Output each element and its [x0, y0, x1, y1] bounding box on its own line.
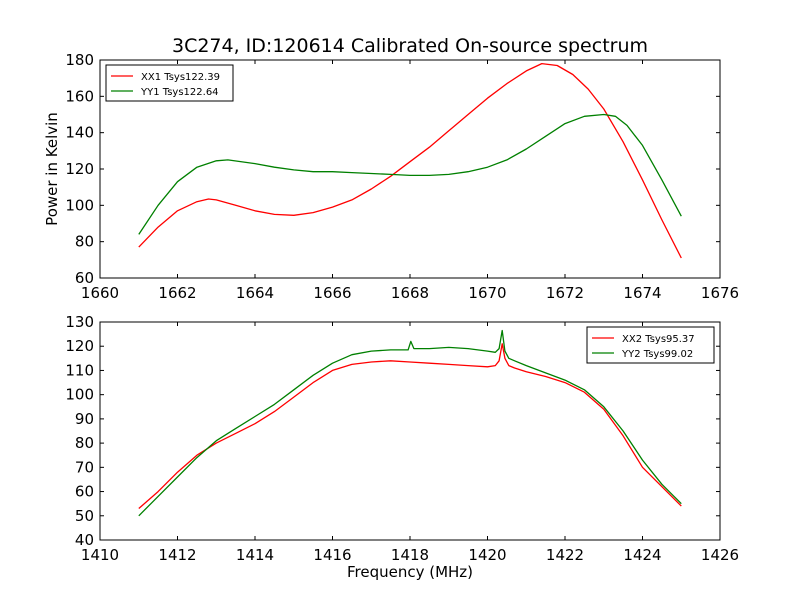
x-tick-label: 1410 [81, 546, 119, 564]
x-tick-label: 1662 [158, 284, 196, 302]
x-tick-label: 1660 [81, 284, 119, 302]
y-tick-label: 120 [65, 160, 94, 178]
y-tick-label: 100 [65, 386, 94, 404]
series-line-yy-1 [138, 113, 682, 235]
legend-label: XX2 Tsys95.37 [622, 334, 695, 345]
y-tick-label: 80 [75, 233, 94, 251]
figure-title: 3C274, ID:120614 Calibrated On-source sp… [172, 35, 648, 57]
x-tick-label: 1666 [313, 284, 351, 302]
x-axis-title: Frequency (MHz) [347, 563, 473, 581]
y-tick-label: 180 [65, 51, 94, 69]
x-tick-label: 1414 [236, 546, 274, 564]
y-tick-label: 70 [75, 458, 94, 476]
x-tick-label: 1664 [236, 284, 274, 302]
y-tick-label: 90 [75, 410, 94, 428]
top-panel: 1660 1662 1664 1666 1668 1670 1672 1674 1676 60 80… [43, 51, 739, 302]
y-tick-label: 50 [75, 507, 94, 525]
y-tick-label: 100 [65, 196, 94, 214]
y-tick-label: 60 [75, 483, 94, 501]
x-tick-label: 1424 [623, 546, 661, 564]
y-tick-label: 80 [75, 434, 94, 452]
x-tick-label: 1420 [468, 546, 506, 564]
x-tick-label: 1426 [701, 546, 739, 564]
y-tick-label: 60 [75, 269, 94, 287]
legend: XX2 Tsys95.37 YY2 Tsys99.02 [586, 326, 715, 364]
y-tick-label: 140 [65, 124, 94, 142]
x-tick-label: 1412 [158, 546, 196, 564]
legend-label: YY1 Tsys122.64 [140, 87, 219, 98]
y-axis-title: Power in Kelvin [43, 112, 61, 226]
x-tick-label: 1418 [391, 546, 429, 564]
series-line-yy-2 [138, 329, 682, 517]
x-tick-label: 1676 [701, 284, 739, 302]
series-line-xx-2 [138, 343, 682, 509]
y-tick-label: 120 [65, 337, 94, 355]
y-tick-label: 110 [65, 361, 94, 379]
legend-box [586, 326, 715, 364]
legend-box [105, 64, 234, 102]
y-tick-label: 130 [65, 313, 94, 331]
x-tick-label: 1670 [468, 284, 506, 302]
bottom-panel: 1410 1412 1414 1416 1418 1420 1422 1424 1426 40 50… [65, 313, 739, 581]
legend-label: YY2 Tsys99.02 [621, 349, 693, 360]
series-line-xx-1 [138, 62, 682, 259]
y-tick-label: 160 [65, 87, 94, 105]
x-tick-label: 1416 [313, 546, 351, 564]
legend: XX1 Tsys122.39 YY1 Tsys122.64 [105, 64, 234, 102]
x-tick-label: 1422 [546, 546, 584, 564]
x-tick-label: 1672 [546, 284, 584, 302]
x-tick-label: 1668 [391, 284, 429, 302]
legend-label: XX1 Tsys122.39 [141, 72, 220, 83]
x-tick-label: 1674 [623, 284, 661, 302]
y-tick-label: 40 [75, 531, 94, 549]
